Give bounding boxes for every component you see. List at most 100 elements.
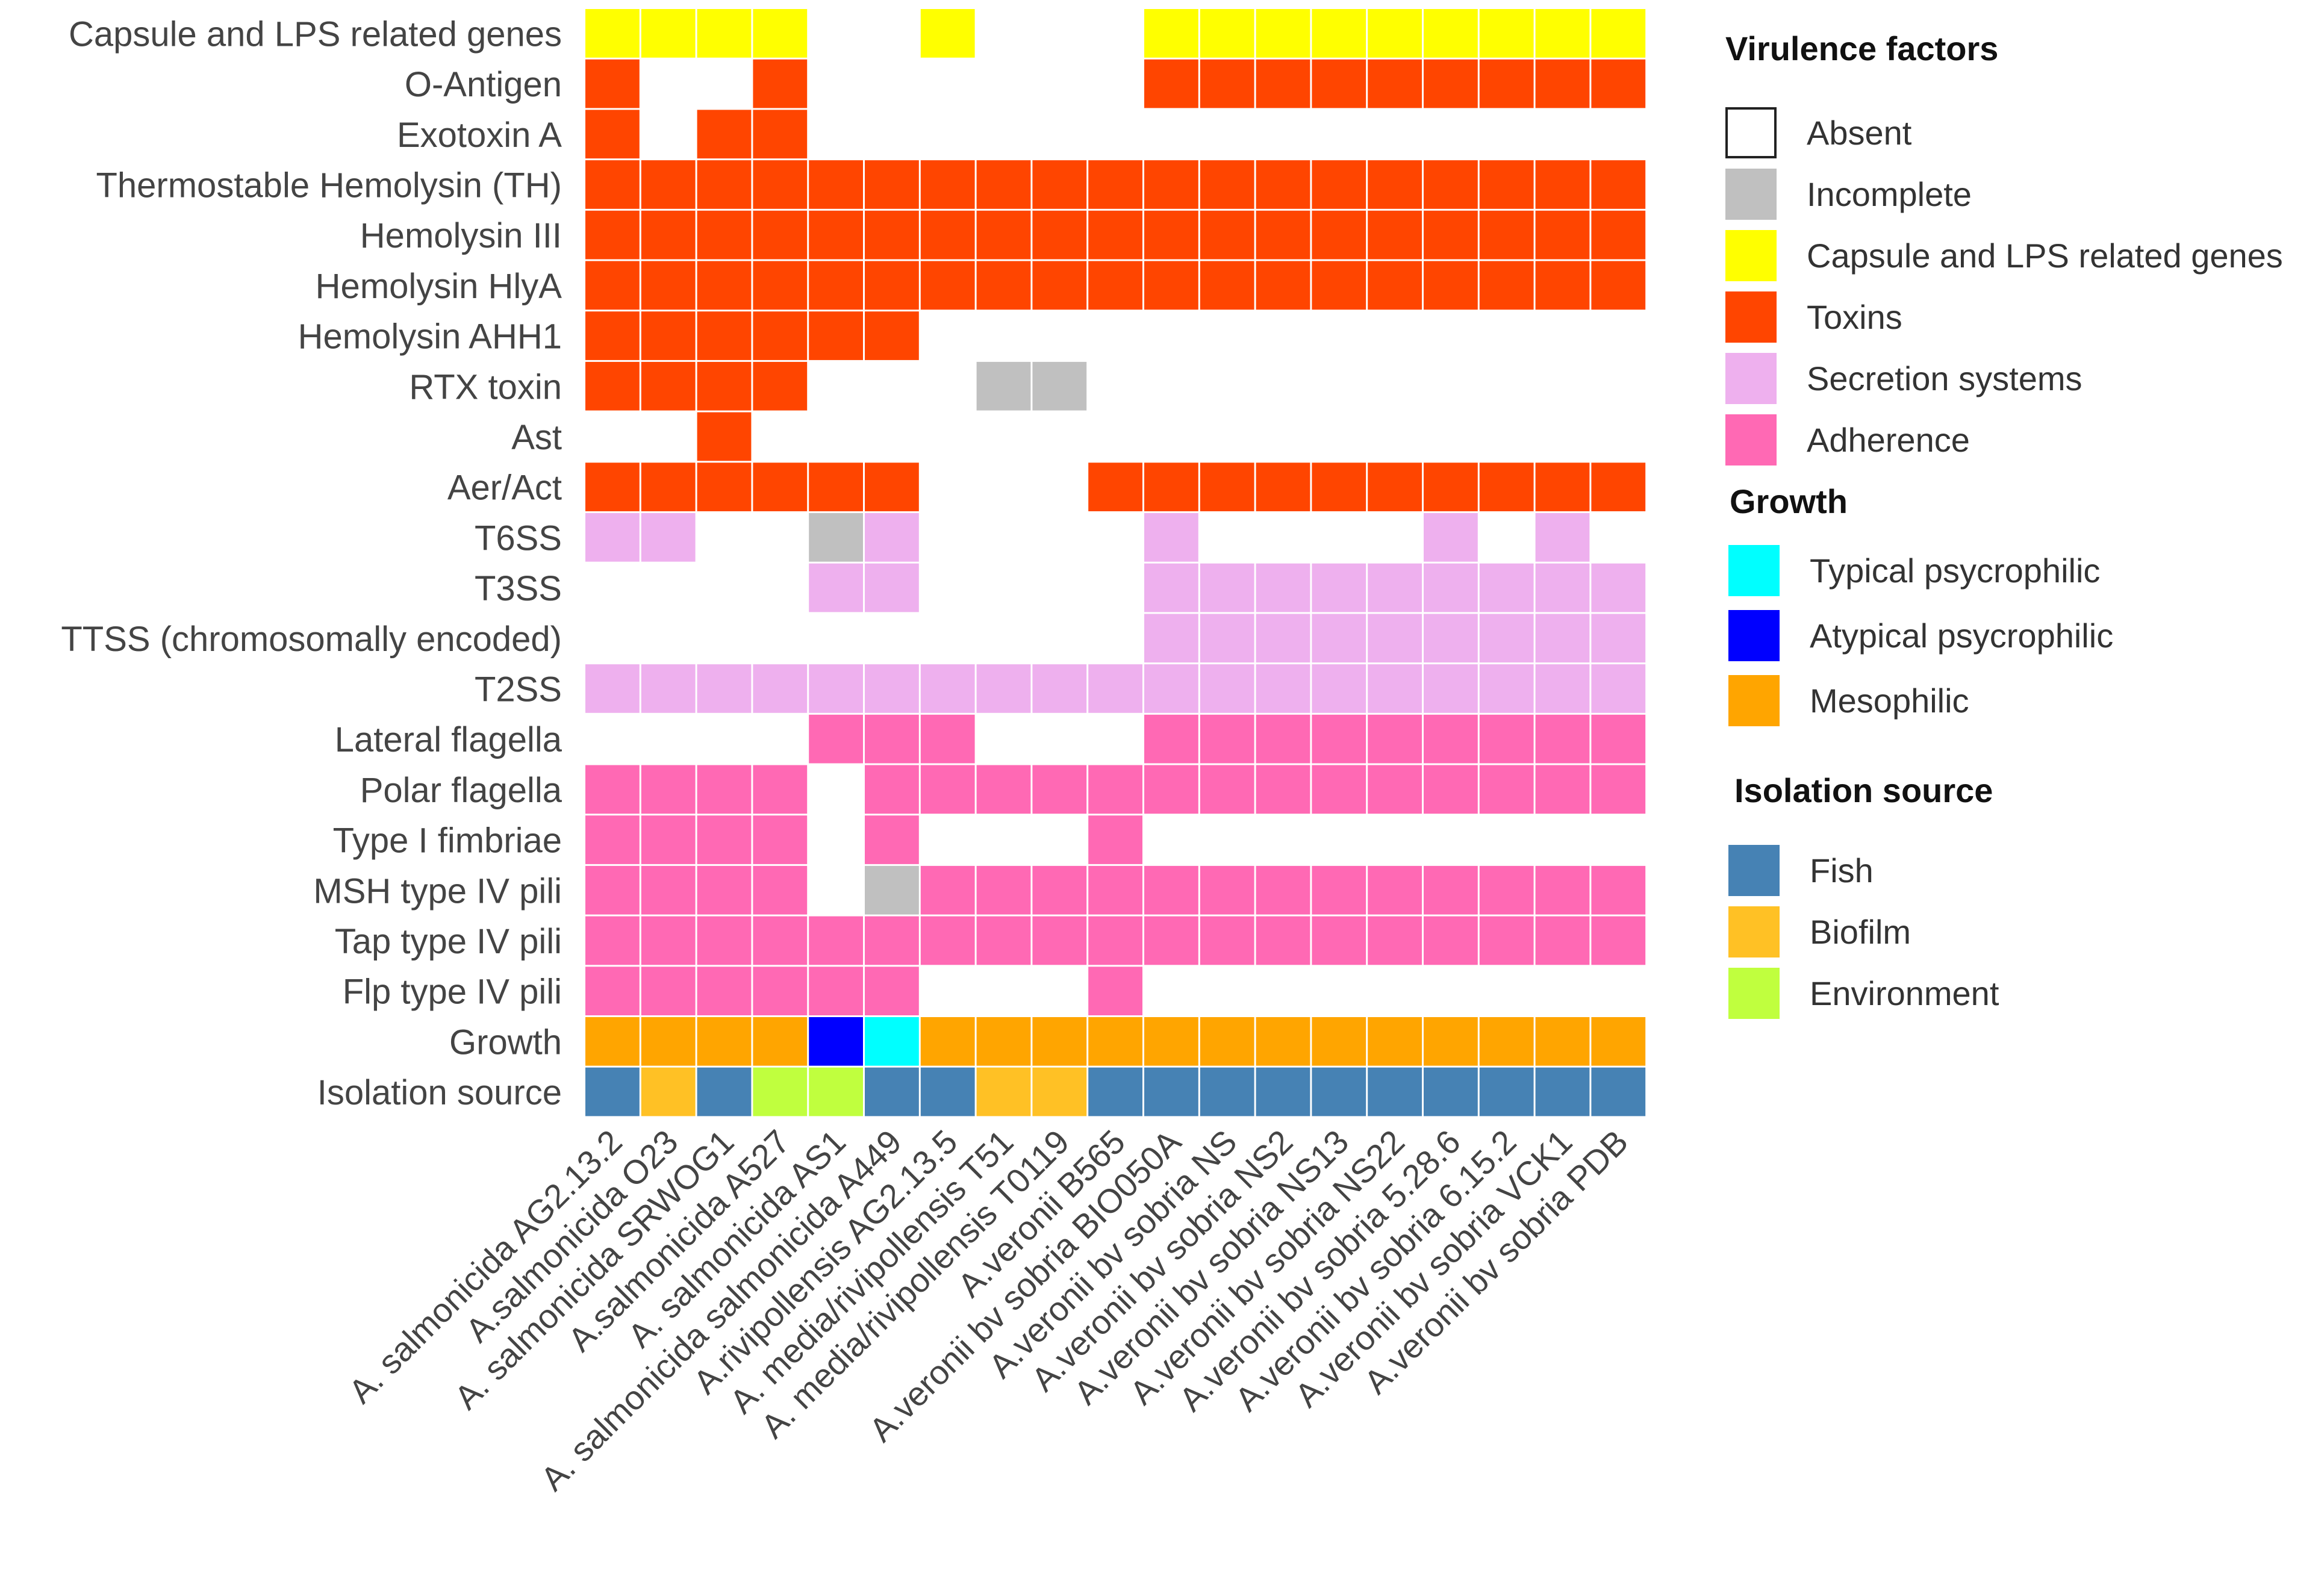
heatmap-cell (1032, 1067, 1087, 1116)
heatmap-cell (1088, 160, 1142, 209)
heatmap-cell (641, 916, 696, 965)
heatmap-cell (1479, 664, 1534, 713)
heatmap-cell (809, 664, 863, 713)
heatmap-cell (1535, 59, 1590, 108)
heatmap-cell (585, 261, 640, 310)
heatmap-cell (1312, 664, 1366, 713)
heatmap-cell (809, 513, 863, 562)
heatmap-cell (1144, 513, 1198, 562)
heatmap-cell (1144, 865, 1198, 915)
legend-swatch (1728, 545, 1780, 596)
heatmap-cell (1256, 714, 1310, 764)
heatmap-cell (1424, 614, 1478, 663)
heatmap-cell (585, 916, 640, 965)
legend-swatch (1728, 610, 1780, 661)
heatmap-cell (865, 815, 919, 864)
heatmap-cell (1088, 210, 1142, 260)
heatmap-cell (865, 765, 919, 814)
heatmap-cell (1424, 462, 1478, 511)
heatmap-cell (1368, 1067, 1422, 1116)
heatmap-cell (1256, 614, 1310, 663)
heatmap-cell (1088, 1017, 1142, 1066)
heatmap-cell (1088, 815, 1142, 864)
heatmap-cell (1591, 563, 1646, 612)
legend-title-growth: Growth (1730, 482, 1848, 520)
row-label: Flp type IV pili (343, 973, 562, 1012)
row-label: TTSS (chromosomally encoded) (61, 620, 562, 659)
heatmap-cell (1591, 1067, 1646, 1116)
legend-label: Typical psycrophilic (1810, 552, 2101, 590)
heatmap-cell (1144, 160, 1198, 209)
heatmap-cell (976, 261, 1031, 310)
heatmap-cell (1256, 210, 1310, 260)
row-label: T3SS (475, 569, 562, 608)
heatmap-cell (1032, 261, 1087, 310)
heatmap-cell (753, 815, 808, 864)
heatmap-cell (809, 160, 863, 209)
heatmap-cell (1144, 563, 1198, 612)
heatmap-cell (753, 462, 808, 511)
heatmap-cell (1535, 160, 1590, 209)
heatmap-cell (809, 714, 863, 764)
heatmap-cell (753, 110, 808, 159)
heatmap-cell (1256, 59, 1310, 108)
heatmap-cell (585, 361, 640, 411)
heatmap-cell (641, 1017, 696, 1066)
heatmap-cell (753, 865, 808, 915)
legend-label: Toxins (1807, 298, 1902, 336)
heatmap-cell (1256, 664, 1310, 713)
heatmap-cell (585, 967, 640, 1015)
legend-label: Atypical psycrophilic (1810, 617, 2114, 655)
heatmap-cell (1424, 59, 1478, 108)
row-label: Hemolysin HlyA (316, 267, 562, 306)
heatmap-cell (809, 563, 863, 612)
heatmap-cell (585, 210, 640, 260)
heatmap-cell (1368, 714, 1422, 764)
heatmap-cell (697, 1067, 752, 1116)
heatmap-cell (1256, 9, 1310, 58)
heatmap-cell (1144, 59, 1198, 108)
heatmap-cell (865, 714, 919, 764)
heatmap-cell (1312, 1017, 1366, 1066)
heatmap-cell (753, 9, 808, 58)
row-label: Isolation source (317, 1073, 562, 1112)
heatmap-cell (1256, 563, 1310, 612)
heatmap-cell (1256, 765, 1310, 814)
heatmap-cell (641, 9, 696, 58)
heatmap-cell (1424, 160, 1478, 209)
heatmap-cell (920, 1017, 975, 1066)
heatmap-cell (976, 1017, 1031, 1066)
row-label: T6SS (475, 518, 562, 558)
heatmap-cell (1368, 210, 1422, 260)
heatmap-cell (1479, 210, 1534, 260)
heatmap-cell (1535, 916, 1590, 965)
heatmap-cell (1535, 563, 1590, 612)
row-label: Thermostable Hemolysin (TH) (96, 166, 562, 205)
heatmap-cell (1200, 563, 1254, 612)
heatmap-cell (1424, 563, 1478, 612)
heatmap-cell (1535, 664, 1590, 713)
heatmap-cell (1032, 1017, 1087, 1066)
heatmap-cell (1591, 9, 1646, 58)
heatmap-cell (976, 1067, 1031, 1116)
heatmap-cell (697, 160, 752, 209)
row-label: Type I fimbriae (333, 821, 562, 861)
row-label: RTX toxin (409, 367, 562, 406)
heatmap-cell (1479, 563, 1534, 612)
heatmap-cell (1200, 59, 1254, 108)
heatmap-cell (920, 210, 975, 260)
heatmap-cell (585, 765, 640, 814)
row-label: O-Antigen (405, 65, 562, 104)
heatmap-cell (1256, 261, 1310, 310)
legend-swatch (1725, 230, 1777, 281)
heatmap-cell (1256, 916, 1310, 965)
heatmap-cell (585, 160, 640, 209)
heatmap-cell (585, 513, 640, 562)
heatmap-cell (1312, 1067, 1366, 1116)
heatmap-cell (1088, 765, 1142, 814)
heatmap-cell (697, 210, 752, 260)
heatmap-cell (976, 664, 1031, 713)
heatmap-cell (1144, 9, 1198, 58)
legend-swatch (1728, 675, 1780, 726)
legend-swatch (1725, 291, 1777, 343)
